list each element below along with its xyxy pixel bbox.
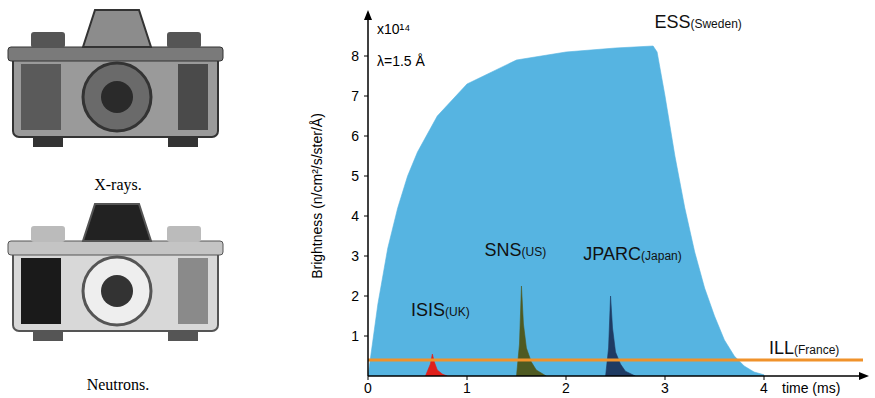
camera-dial xyxy=(31,32,65,48)
series-label-note: (US) xyxy=(522,245,547,259)
camera-lens-core xyxy=(101,81,133,113)
series-label-note: (UK) xyxy=(445,305,470,319)
y-tick-label: 5 xyxy=(351,168,359,184)
series-label-main: ESS xyxy=(654,12,690,32)
camera-top xyxy=(8,47,223,61)
camera-body xyxy=(13,246,218,331)
camera-dial xyxy=(31,226,65,242)
series-area xyxy=(517,286,547,376)
series-label-main: ISIS xyxy=(411,300,445,320)
camera-foot xyxy=(168,137,198,147)
camera-dial xyxy=(167,226,201,242)
y-tick-label: 3 xyxy=(351,248,359,264)
axes: 0 1 2 3 4 1 2 3 4 5 6 7 8 time (ms) Brightness (n/cm²/… xyxy=(309,10,869,396)
camera-body xyxy=(13,52,218,137)
x-tick-label: 4 xyxy=(760,380,768,396)
y-tick-label: 7 xyxy=(351,88,359,104)
y-tick-label: 2 xyxy=(351,288,359,304)
xray-image xyxy=(8,10,223,147)
annotation: x10¹⁴ xyxy=(377,21,410,37)
y-tick xyxy=(364,336,368,337)
x-tick-label: 3 xyxy=(661,380,669,396)
y-tick xyxy=(364,296,368,297)
camera-film xyxy=(21,258,61,324)
camera-lens-core xyxy=(101,275,133,307)
x-tick-label: 1 xyxy=(463,380,471,396)
series-label-note: (Sweden) xyxy=(690,17,741,31)
plot-marks xyxy=(368,46,863,376)
camera-prism xyxy=(83,10,151,47)
series-label: JPARC(Japan) xyxy=(583,244,681,264)
y-axis-arrow xyxy=(364,10,372,20)
x-tick-label: 2 xyxy=(562,380,570,396)
series-label-main: SNS xyxy=(485,240,522,260)
y-axis-title: Brightness (n/cm²/s/ster/Å) xyxy=(309,113,325,279)
camera-dial xyxy=(167,32,201,48)
series-line xyxy=(368,359,863,362)
camera-foot xyxy=(33,137,63,147)
y-tick-label: 6 xyxy=(351,128,359,144)
series-area xyxy=(606,296,636,376)
x-tick-label: 0 xyxy=(364,380,372,396)
y-axis xyxy=(367,16,369,376)
y-tick xyxy=(364,136,368,137)
series-label: ISIS(UK) xyxy=(411,300,470,320)
camera-foot xyxy=(33,331,63,341)
series-label-main: ILL xyxy=(769,338,794,358)
x-axis-arrow xyxy=(859,372,869,380)
series-label: ILL(France) xyxy=(769,338,839,358)
camera-lens xyxy=(83,63,151,131)
series-area xyxy=(368,46,764,376)
x-axis xyxy=(368,375,863,377)
camera-film xyxy=(21,64,61,130)
image-caption: X-rays. xyxy=(94,176,142,194)
y-tick-label: 4 xyxy=(351,208,359,224)
y-tick xyxy=(364,256,368,257)
x-axis-title: time (ms) xyxy=(782,380,840,396)
camera-lens xyxy=(83,257,151,325)
y-tick xyxy=(364,96,368,97)
camera-top xyxy=(8,241,223,255)
series-area xyxy=(425,354,447,376)
neutron-image xyxy=(8,204,223,341)
y-tick xyxy=(364,216,368,217)
series-label-note: (Japan) xyxy=(641,249,682,263)
series-label: ESS(Sweden) xyxy=(654,12,741,32)
camera-prism xyxy=(83,204,151,241)
series-label-main: JPARC xyxy=(583,244,641,264)
y-tick xyxy=(364,176,368,177)
series-label: SNS(US) xyxy=(485,240,547,260)
y-tick-label: 1 xyxy=(351,328,359,344)
page: X-rays.Neutrons.ESS(Sweden)ISIS(UK)SNS(U… xyxy=(0,0,875,398)
y-tick-label: 8 xyxy=(351,48,359,64)
camera-foot xyxy=(168,331,198,341)
annotation: λ=1.5 Å xyxy=(377,53,426,69)
series-label-note: (France) xyxy=(794,343,839,357)
y-tick xyxy=(364,56,368,57)
camera-film-spool xyxy=(178,258,208,324)
camera-film-spool xyxy=(178,64,208,130)
image-caption: Neutrons. xyxy=(87,376,150,393)
